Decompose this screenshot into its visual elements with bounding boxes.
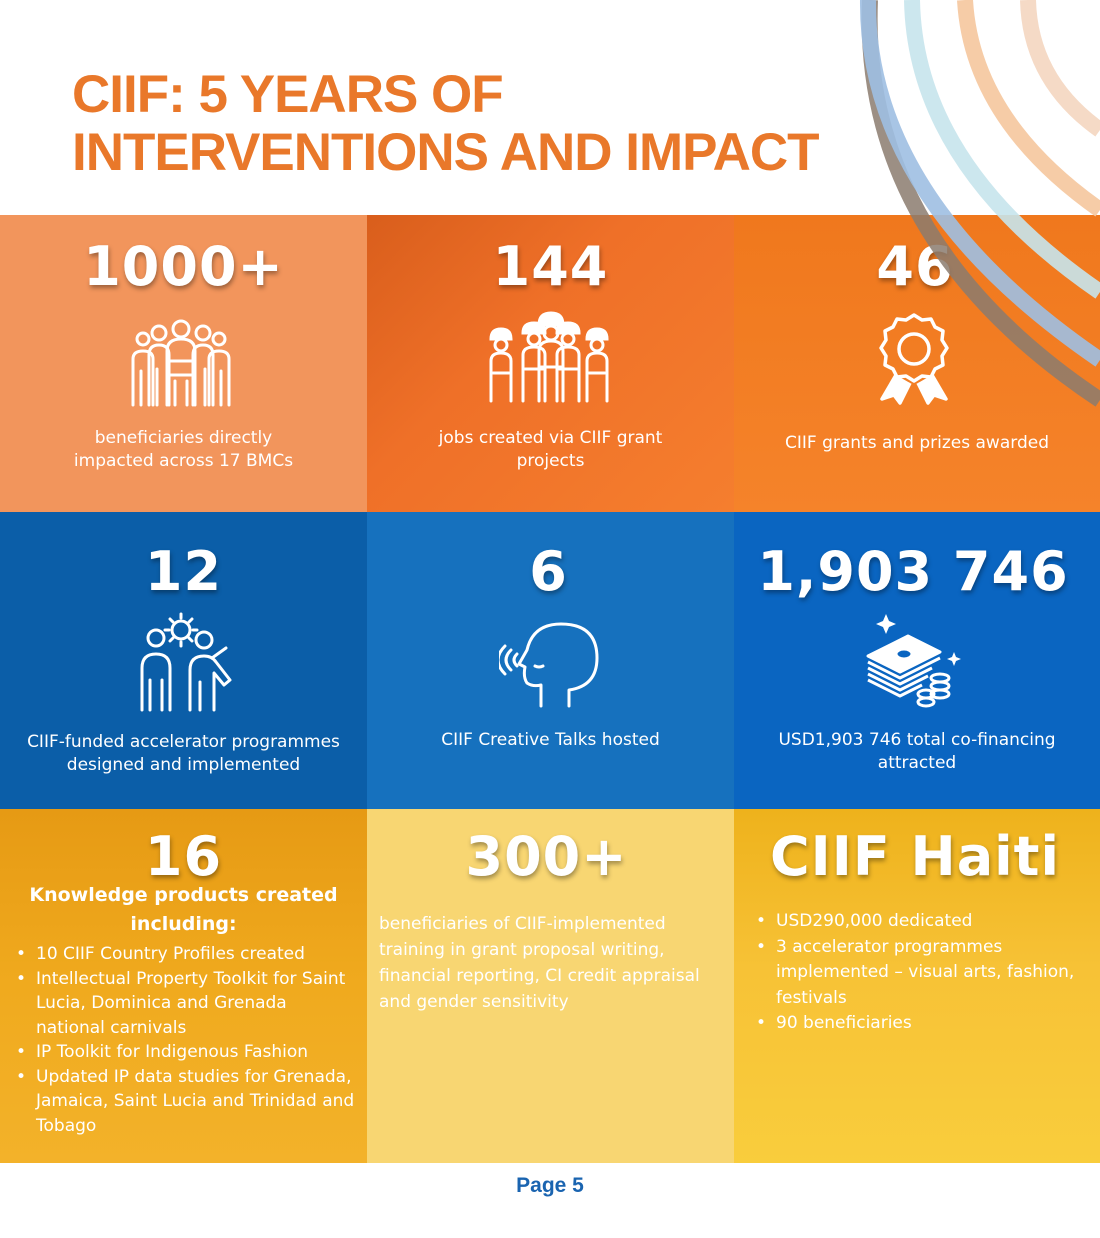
stat-label: USD1,903 746 total co-financing attracte… — [778, 730, 1056, 773]
stat-value: 12 — [144, 540, 223, 603]
list-item: USD290,000 dedicated — [752, 909, 1090, 935]
stat-label: CIIF Creative Talks hosted — [441, 730, 660, 750]
tile-beneficiaries: 1000+ beneficiaries directly impacted ac… — [0, 215, 367, 512]
page-title: CIIF: 5 YEARS OF INTERVENTIONS AND IMPAC… — [72, 66, 819, 182]
title-line-2: INTERVENTIONS AND IMPACT — [72, 123, 819, 182]
workers-icon — [489, 311, 609, 403]
collaboration-gear-icon — [140, 612, 232, 712]
tile-ciif-haiti: CIIF Haiti USD290,000 dedicated 3 accele… — [734, 809, 1100, 1163]
list-item: Updated IP data studies for Grenada, Jam… — [12, 1065, 359, 1139]
list-item: IP Toolkit for Indigenous Fashion — [12, 1040, 359, 1065]
stat-value: 1000+ — [83, 235, 284, 298]
stat-value: 144 — [492, 235, 609, 298]
page-number: Page 5 — [516, 1174, 584, 1197]
title-line-1: CIIF: 5 YEARS OF — [72, 65, 504, 124]
stat-value: 46 — [876, 235, 954, 298]
haiti-title: CIIF Haiti — [770, 825, 1060, 888]
stat-value: 300+ — [465, 825, 628, 888]
knowledge-list: 10 CIIF Country Profiles created Intelle… — [12, 942, 359, 1138]
list-item: 90 beneficiaries — [752, 1011, 1090, 1037]
haiti-list: USD290,000 dedicated 3 accelerator progr… — [752, 909, 1090, 1037]
tile-jobs: 144 jobs created via CIIF grant projects — [367, 215, 734, 512]
stat-label: CIIF-funded accelerator programmes desig… — [27, 732, 340, 775]
tile-accelerators: 12 CIIF-funded accelerator programmes de… — [0, 512, 367, 809]
tile-creative-talks: 6 CIIF Creative Talks hosted — [367, 512, 734, 809]
list-item: Intellectual Property Toolkit for Saint … — [12, 967, 359, 1041]
stat-label: beneficiaries directly impacted across 1… — [73, 428, 294, 471]
impact-grid: 1000+ beneficiaries directly impacted ac… — [0, 215, 1100, 1163]
stat-value: 16 — [144, 825, 223, 888]
stat-label: jobs created via CIIF grant projects — [438, 428, 663, 471]
award-ribbon-icon — [879, 313, 949, 405]
tile-knowledge-products: 16 Knowledge products created including:… — [0, 809, 367, 1163]
training-label: beneficiaries of CIIF-implemented traini… — [379, 914, 700, 1012]
speaking-head-icon — [499, 622, 599, 708]
money-stack-icon — [866, 614, 961, 708]
tile-cofinancing: 1,903 746 USD1,903 746 total co-financin… — [734, 512, 1100, 809]
knowledge-subtitle-line-1: Knowledge products created — [29, 884, 338, 906]
tile-grants: 46 CIIF grants and prizes awarded — [734, 215, 1100, 512]
knowledge-subtitle: Knowledge products created including: — [0, 881, 367, 939]
list-item: 10 CIIF Country Profiles created — [12, 942, 359, 967]
knowledge-subtitle-line-2: including: — [130, 913, 237, 935]
list-item: 3 accelerator programmes implemented – v… — [752, 935, 1090, 1012]
stat-value: 1,903 746 — [757, 540, 1069, 603]
stat-value: 6 — [529, 540, 568, 603]
tile-training: 300+ beneficiaries of CIIF-implemented t… — [367, 809, 734, 1163]
stat-label: CIIF grants and prizes awarded — [785, 433, 1049, 453]
people-group-icon — [131, 319, 231, 407]
